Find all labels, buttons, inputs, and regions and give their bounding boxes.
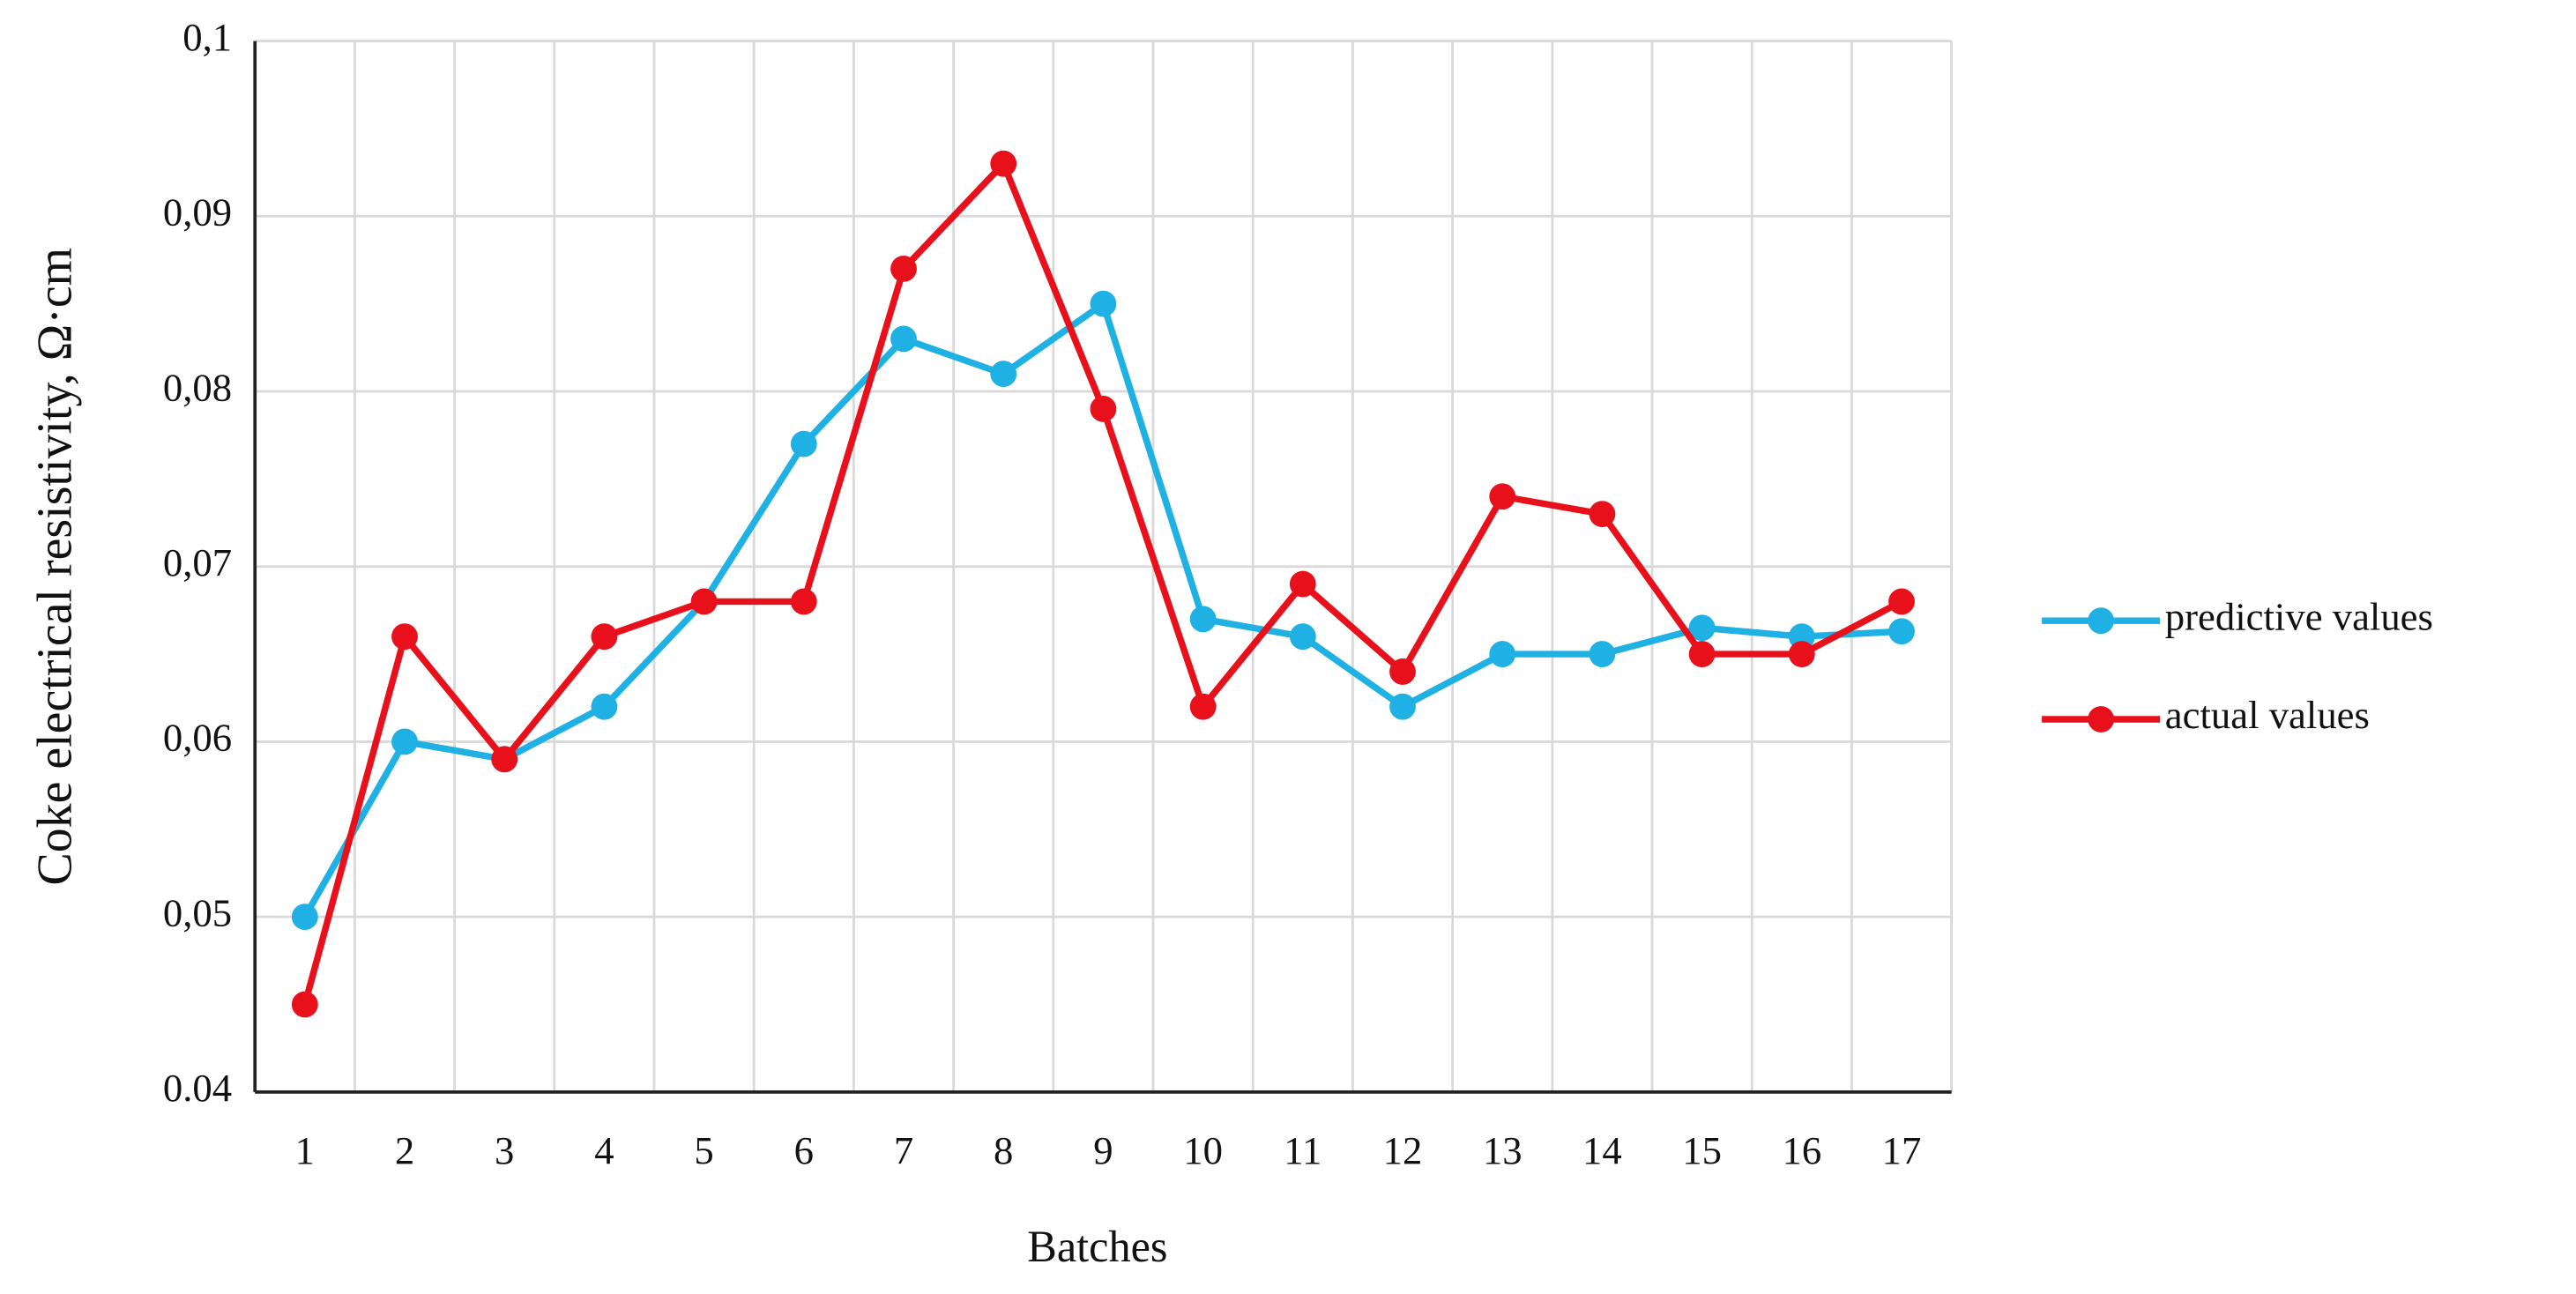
data-point [391, 623, 418, 651]
legend-label: predictive values [2165, 594, 2433, 638]
y-tick-label: 0.04 [163, 1066, 232, 1110]
data-point [1688, 641, 1716, 667]
data-point [1489, 641, 1516, 667]
x-tick-label: 4 [594, 1128, 614, 1172]
data-point [1788, 641, 1815, 667]
x-tick-label: 1 [295, 1128, 315, 1172]
x-tick-label: 13 [1483, 1128, 1523, 1172]
legend-label: actual values [2165, 693, 2370, 737]
y-tick-label: 0,05 [163, 890, 232, 934]
x-tick-label: 3 [495, 1128, 514, 1172]
data-point [591, 623, 618, 651]
x-tick-label: 2 [395, 1128, 414, 1172]
x-tick-label: 5 [694, 1128, 713, 1172]
x-tick-label: 6 [794, 1128, 814, 1172]
x-tick-label: 16 [1782, 1128, 1821, 1172]
y-tick-label: 0,09 [163, 190, 232, 234]
legend-marker [2088, 607, 2115, 635]
x-tick-label: 10 [1183, 1128, 1223, 1172]
data-point [291, 991, 318, 1018]
data-point [1389, 693, 1416, 720]
x-tick-label: 8 [994, 1128, 1013, 1172]
y-tick-label: 0,07 [163, 540, 232, 584]
y-tick-label: 0,08 [163, 365, 232, 409]
x-tick-label: 7 [894, 1128, 913, 1172]
x-tick-label: 17 [1882, 1128, 1922, 1172]
data-point [1489, 483, 1516, 510]
data-point [1589, 641, 1616, 667]
data-point [1888, 588, 1915, 615]
data-point [990, 361, 1017, 388]
data-point [690, 588, 718, 615]
x-tick-label: 9 [1093, 1128, 1113, 1172]
data-point [491, 746, 518, 773]
data-point [291, 904, 318, 931]
data-point [790, 430, 817, 457]
data-point [890, 325, 917, 353]
y-axis-label: Coke electrical resistivity, Ω·cm [27, 248, 82, 886]
data-point [890, 255, 917, 282]
x-tick-label: 12 [1383, 1128, 1423, 1172]
y-tick-label: 0,06 [163, 716, 232, 760]
data-point [1090, 395, 1117, 422]
data-point [1090, 290, 1117, 317]
data-point [1688, 614, 1716, 642]
data-point [391, 728, 418, 755]
data-point [990, 150, 1017, 177]
data-point [790, 588, 817, 615]
legend-marker [2088, 706, 2115, 733]
data-point [1189, 693, 1217, 720]
data-point [1589, 501, 1616, 528]
data-point [1289, 623, 1316, 651]
x-tick-label: 11 [1284, 1128, 1322, 1172]
data-point [1289, 570, 1316, 598]
data-point [1189, 606, 1217, 633]
x-tick-label: 15 [1682, 1128, 1722, 1172]
y-tick-label: 0,1 [182, 15, 232, 59]
data-point [1389, 658, 1416, 685]
x-tick-label: 14 [1582, 1128, 1622, 1172]
data-point [591, 693, 618, 720]
x-axis-label: Batches [1027, 1222, 1167, 1271]
series-line [302, 157, 1903, 1006]
data-point [1888, 618, 1915, 645]
